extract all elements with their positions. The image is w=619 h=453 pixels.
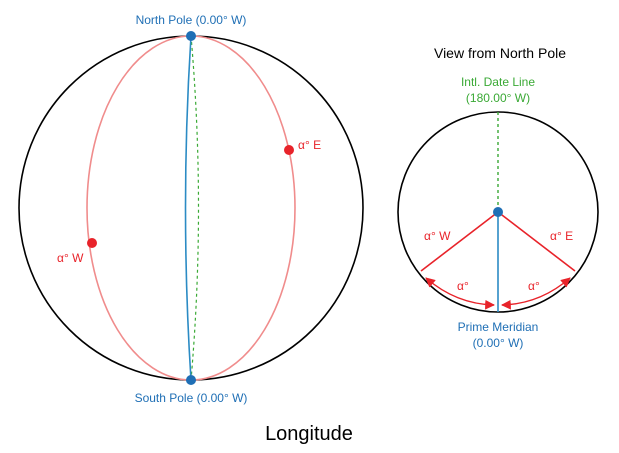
alpha-east-point: [284, 145, 294, 155]
angle-right-label: α°: [528, 279, 540, 293]
alpha-east-label: α° E: [298, 138, 321, 152]
date-line-meridian-back: [190, 35, 200, 381]
polar-east-label: α° E: [550, 229, 573, 243]
alpha-west-radius: [420, 211, 499, 272]
prime-meridian-label-1: Prime Meridian: [458, 320, 539, 334]
alpha-meridian: [86, 35, 296, 381]
globe-view: North Pole (0.00° W) South Pole (0.00° W…: [18, 13, 364, 405]
polar-center-point: [493, 207, 503, 217]
prime-meridian-label-2: (0.00° W): [473, 336, 524, 350]
angle-left-label: α°: [457, 279, 469, 293]
date-line-label-1: Intl. Date Line: [461, 75, 535, 89]
angle-arc-right: [501, 277, 571, 310]
alpha-west-point: [87, 238, 97, 248]
south-pole-point: [186, 375, 196, 385]
alpha-east-radius: [497, 211, 576, 272]
south-pole-label: South Pole (0.00° W): [135, 391, 248, 405]
polar-west-label: α° W: [424, 229, 451, 243]
polar-view-title: View from North Pole: [434, 45, 566, 61]
alpha-west-label: α° W: [57, 251, 84, 265]
north-pole-label: North Pole (0.00° W): [136, 13, 247, 27]
diagram-caption: Longitude: [265, 423, 353, 445]
polar-view: View from North Pole Intl. Date Line (18…: [397, 45, 599, 350]
north-pole-point: [186, 31, 196, 41]
prime-meridian-front: [184, 35, 192, 381]
globe-outline: [18, 35, 364, 381]
date-line-label-2: (180.00° W): [466, 91, 530, 105]
angle-arc-left: [425, 277, 495, 310]
